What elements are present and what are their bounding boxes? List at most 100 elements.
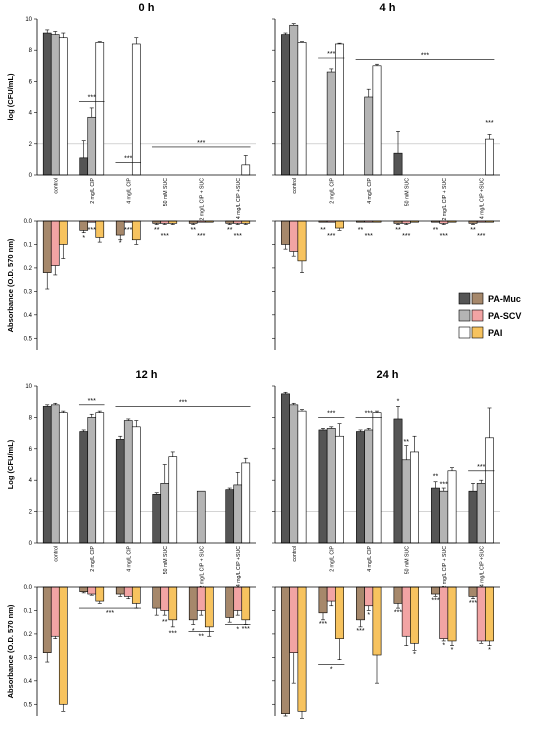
- bar: [160, 586, 170, 611]
- bar: [50, 34, 60, 176]
- bar: [79, 431, 89, 544]
- bar: [281, 34, 290, 176]
- bar: [447, 470, 457, 544]
- legend-swatch-cfu: [458, 326, 471, 339]
- bar: [318, 429, 328, 544]
- significance-mark: *: [397, 398, 400, 405]
- y-tick-label: 2: [29, 510, 33, 516]
- y-tick-label: 0.1: [24, 608, 33, 614]
- bar: [281, 220, 290, 245]
- significance-mark: ***: [394, 609, 402, 616]
- category-label: 4 mg/L CIP +SUC: [236, 178, 242, 219]
- bar: [152, 586, 162, 609]
- bar: [326, 428, 336, 544]
- significance-label: **: [199, 634, 205, 641]
- bar: [95, 412, 105, 544]
- legend-swatch-abs: [471, 292, 484, 305]
- category-label: control: [292, 178, 298, 194]
- bar: [410, 586, 419, 644]
- bar: [356, 586, 365, 621]
- bar: [50, 404, 60, 544]
- panel-3: 24 h control 2 mg/L CIP 4 mg/L CIP 50 mM SUC…: [272, 369, 500, 589]
- category-label: 2 mg/L CIP + SUC: [442, 546, 448, 589]
- bar: [485, 138, 494, 176]
- significance-mark: ***: [485, 120, 493, 127]
- significance-label: ***: [421, 53, 429, 60]
- significance-label: ***: [197, 140, 205, 147]
- bar: [289, 220, 299, 252]
- bar: [318, 586, 328, 614]
- significance-mark: ***: [402, 233, 410, 240]
- y-axis-label: Absorbance (O.D. 570 nm): [6, 604, 15, 698]
- y-tick-label: 6: [29, 79, 33, 85]
- bar: [393, 152, 403, 176]
- legend-label: PA-Muc: [488, 294, 521, 304]
- bar: [131, 43, 141, 176]
- bar: [95, 220, 105, 238]
- significance-mark: *: [451, 647, 454, 654]
- significance-mark: ***: [365, 233, 373, 240]
- category-label: 50 mM SUC: [404, 178, 410, 207]
- significance-label: *: [330, 666, 333, 673]
- bar: [42, 586, 52, 653]
- significance-mark: **: [404, 439, 410, 446]
- bar: [115, 439, 125, 544]
- y-tick-label: 2: [29, 142, 33, 148]
- significance-mark: *: [119, 240, 122, 247]
- bar: [204, 586, 214, 628]
- category-label: 50 mM SUC: [163, 178, 169, 207]
- significance-mark: **: [433, 474, 439, 481]
- significance-mark: **: [190, 227, 196, 234]
- panel-5: *************************: [272, 220, 500, 350]
- bar: [58, 220, 68, 245]
- significance-mark: *: [488, 647, 491, 654]
- bar: [289, 586, 299, 653]
- bar: [393, 418, 403, 544]
- panel-1: 4 h control 2 mg/L CIP 4 mg/L CIP 50 mM SUC 2…: [272, 2, 500, 221]
- legend-label: PA-SCV: [488, 311, 521, 321]
- y-tick-label: 0.2: [24, 632, 33, 638]
- bar: [131, 426, 141, 544]
- y-tick-label: 0.1: [24, 242, 33, 248]
- bar: [372, 65, 382, 176]
- panel-7: ******** *************: [272, 586, 500, 719]
- significance-mark: **: [227, 227, 233, 234]
- significance-label: ***: [124, 156, 132, 163]
- bar: [79, 157, 89, 176]
- legend-swatch-abs: [471, 309, 484, 322]
- bar: [58, 37, 68, 176]
- category-label: 4 mg/L CIP: [367, 545, 373, 571]
- bar: [225, 586, 235, 618]
- bar: [241, 164, 251, 176]
- bar: [79, 586, 89, 592]
- y-tick-label: 0: [29, 541, 33, 547]
- y-tick-label: 0.3: [24, 289, 33, 295]
- significance-label: ***: [88, 95, 96, 102]
- significance-label: ***: [477, 464, 485, 471]
- bar: [241, 462, 251, 544]
- bar: [372, 412, 382, 544]
- significance-label: ***: [327, 51, 335, 58]
- panel-title: 0 h: [139, 2, 155, 14]
- category-label: 4 mg/L CIP: [126, 545, 132, 571]
- legend-swatch-cfu: [458, 309, 471, 322]
- legend-swatch-abs: [471, 326, 484, 339]
- significance-label: *: [236, 627, 239, 634]
- significance-mark: ***: [469, 600, 477, 607]
- bar: [79, 220, 89, 231]
- bar: [289, 404, 299, 544]
- bar: [131, 586, 141, 604]
- y-tick-label: 0.2: [24, 266, 33, 272]
- significance-mark: ***: [327, 233, 335, 240]
- bar: [50, 586, 60, 637]
- category-label: 50 mM SUC: [404, 546, 410, 575]
- bar: [123, 420, 133, 544]
- significance-mark: **: [395, 227, 401, 234]
- bar: [431, 487, 440, 544]
- y-tick-label: 0.0: [24, 585, 33, 591]
- significance-label: ***: [88, 398, 96, 405]
- y-tick-label: 0.5: [24, 336, 33, 342]
- bar: [160, 483, 170, 544]
- bar: [485, 586, 494, 642]
